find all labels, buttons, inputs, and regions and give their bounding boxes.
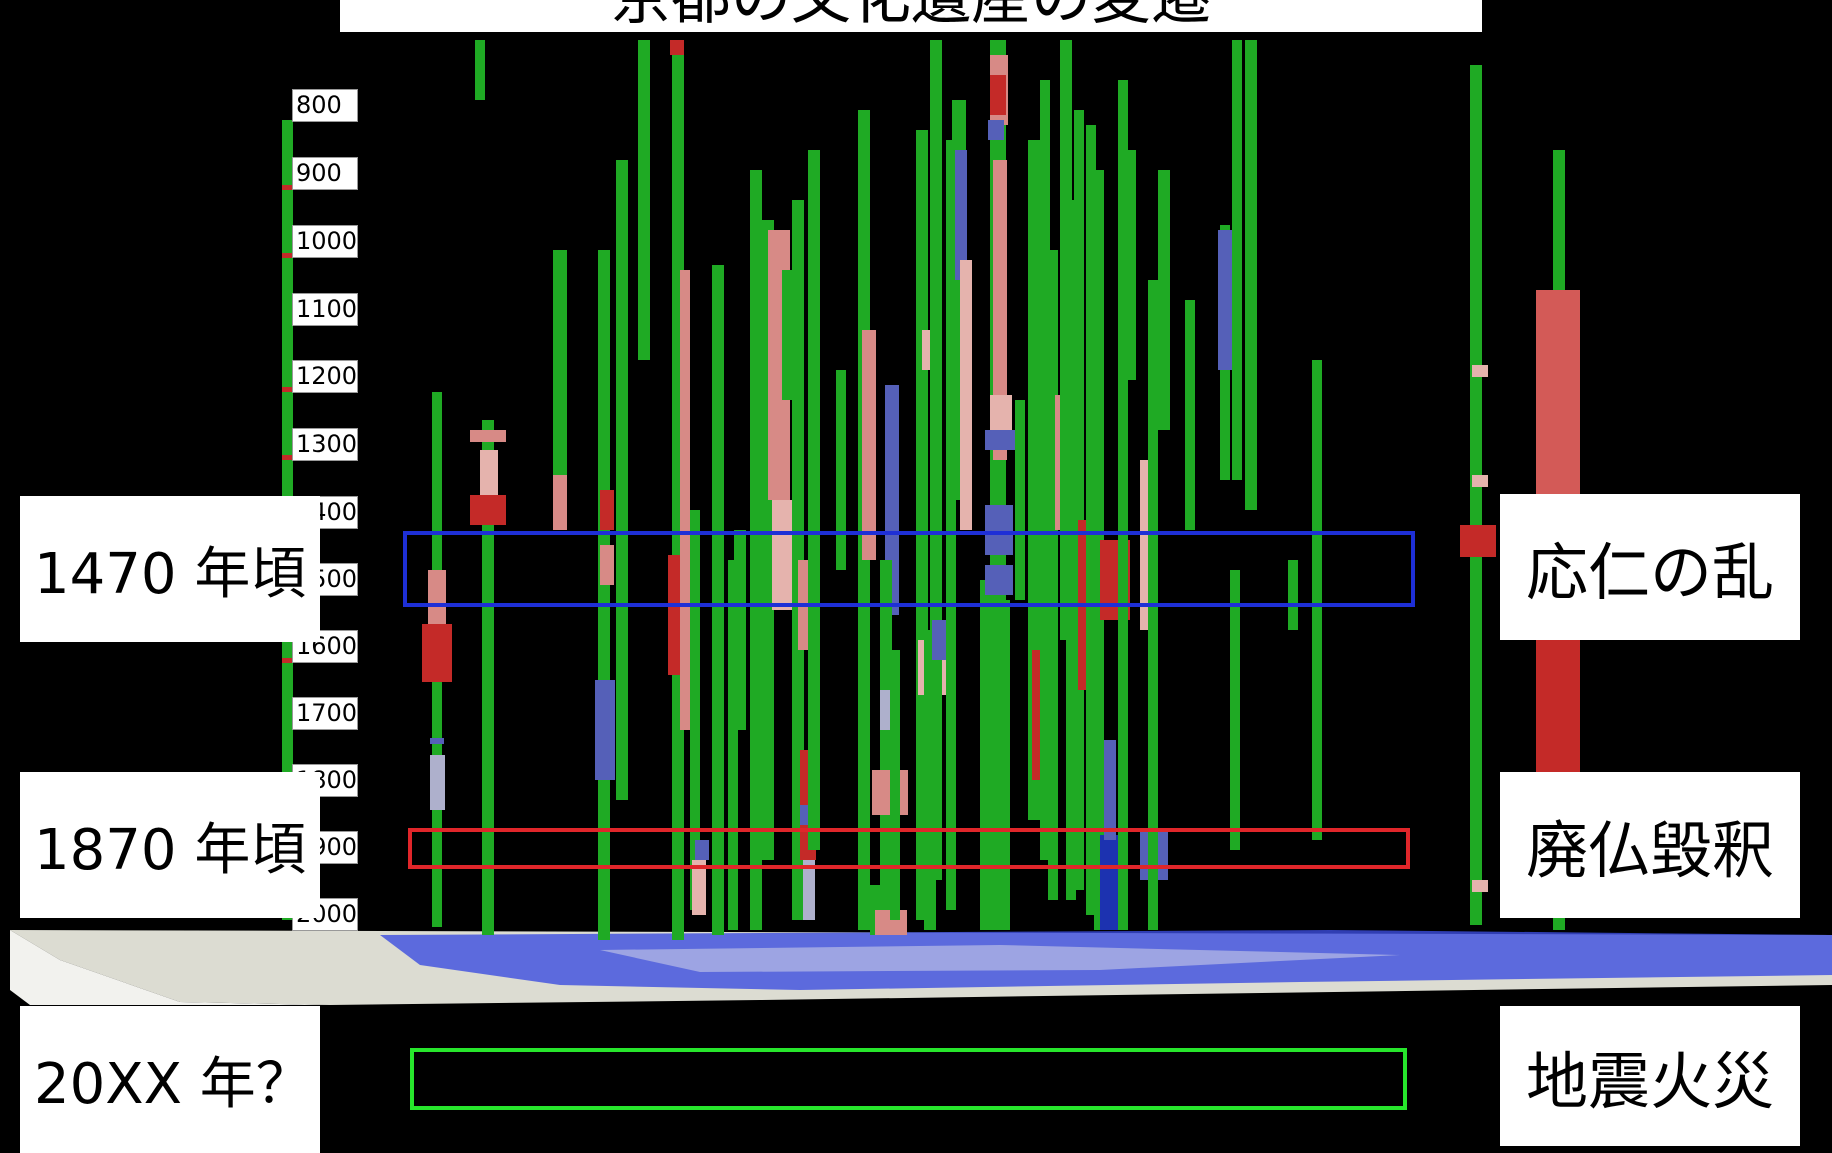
event-label-onin: 応仁の乱 [1500,494,1800,640]
timeline-tick: 1700 [292,697,358,730]
timeline-tick: 1100 [292,293,358,326]
timeline-tick: 1000 [292,225,358,258]
page-title: 京都の文化遺産の変遷 [340,0,1482,28]
event-box-haibutsu [408,828,1410,869]
period-label-20xx: 20XX 年？ [20,1006,320,1153]
ground-map [10,930,1832,1005]
timeline-tick: 800 [292,89,358,122]
timeline-tick: 1300 [292,428,358,461]
event-box-onin [403,531,1415,607]
period-label-1870: 1870 年頃 [20,772,320,918]
timeline-tick: 900 [292,157,358,190]
title-banner: 京都の文化遺産の変遷 [340,0,1482,32]
period-label-1470: 1470 年頃 [20,496,320,642]
event-label-earthquake: 地震火災 [1500,1006,1800,1146]
event-label-haibutsu: 廃仏毀釈 [1500,772,1800,918]
timeline-tick: 1200 [292,360,358,393]
event-box-earthquake [410,1048,1407,1110]
